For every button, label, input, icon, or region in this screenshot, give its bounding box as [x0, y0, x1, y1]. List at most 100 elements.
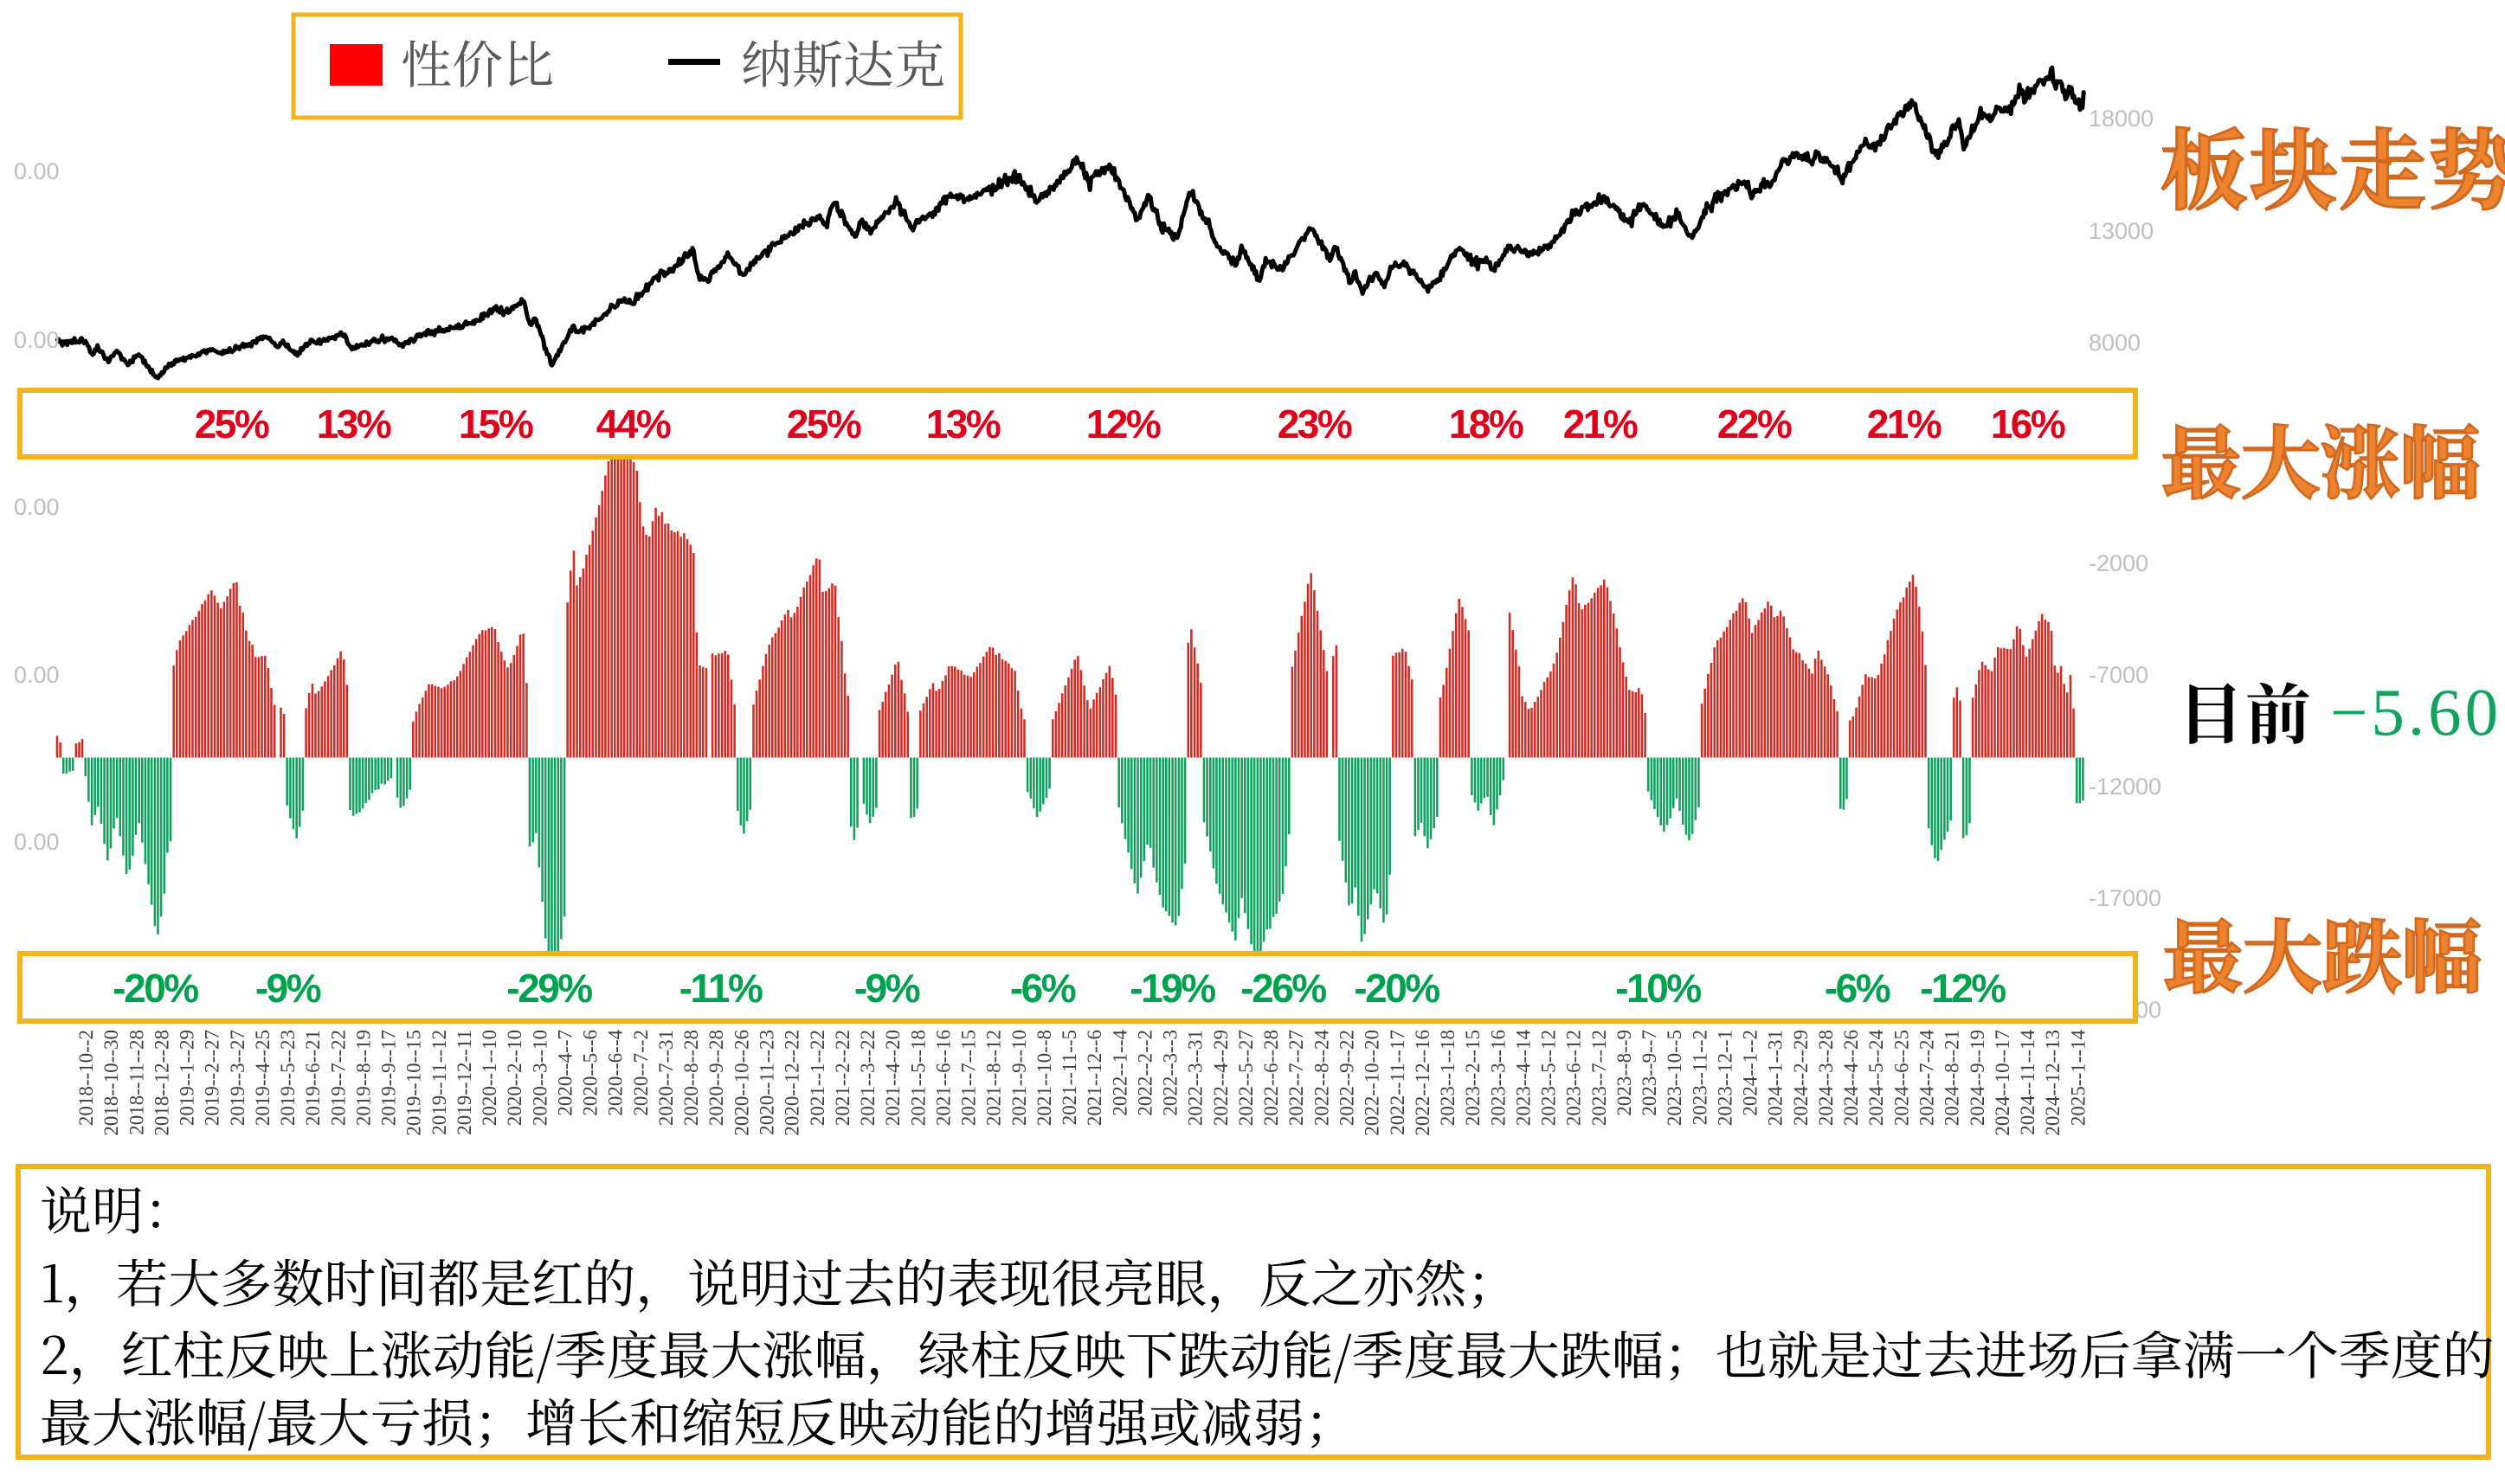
svg-text:2019--7--22: 2019--7--22 — [327, 1030, 349, 1126]
svg-text:23%: 23% — [1278, 402, 1352, 446]
svg-text:21%: 21% — [1867, 402, 1942, 446]
svg-text:2024--2--29: 2024--2--29 — [1790, 1030, 1812, 1126]
svg-text:8000: 8000 — [2089, 330, 2141, 356]
svg-text:12%: 12% — [1086, 402, 1161, 446]
svg-text:2020--7--31: 2020--7--31 — [655, 1030, 677, 1126]
svg-text:2021--5--18: 2021--5--18 — [907, 1030, 929, 1126]
svg-text:2022--6--28: 2022--6--28 — [1260, 1030, 1282, 1126]
svg-text:2024--3--28: 2024--3--28 — [1815, 1030, 1837, 1126]
svg-text:2023--6--12: 2023--6--12 — [1563, 1030, 1585, 1126]
svg-text:2021--9--10: 2021--9--10 — [1008, 1030, 1030, 1126]
svg-text:2024--8--21: 2024--8--21 — [1942, 1030, 1963, 1126]
svg-text:18%: 18% — [1449, 402, 1523, 446]
svg-text:2019--6--21: 2019--6--21 — [302, 1030, 324, 1126]
svg-text:2024--10--17: 2024--10--17 — [1992, 1030, 2013, 1136]
svg-text:16%: 16% — [1991, 402, 2065, 446]
svg-text:2021--7--15: 2021--7--15 — [958, 1030, 980, 1126]
svg-text:-9%: -9% — [854, 966, 920, 1011]
svg-text:-7000: -7000 — [2089, 662, 2148, 688]
svg-text:2023--11--2: 2023--11--2 — [1689, 1030, 1710, 1125]
svg-text:0.00: 0.00 — [14, 494, 60, 520]
svg-text:2019--10--15: 2019--10--15 — [403, 1030, 425, 1136]
svg-text:2024--7--24: 2024--7--24 — [1916, 1030, 1938, 1127]
svg-text:2023--7--12: 2023--7--12 — [1588, 1030, 1610, 1126]
svg-text:2022--8--24: 2022--8--24 — [1310, 1030, 1332, 1127]
svg-text:2022--7--27: 2022--7--27 — [1285, 1030, 1307, 1126]
svg-text:2023--3--16: 2023--3--16 — [1487, 1030, 1509, 1126]
svg-text:-6%: -6% — [1010, 966, 1076, 1011]
svg-text:2018--10--30: 2018--10--30 — [100, 1030, 122, 1136]
svg-text:2021--10--8: 2021--10--8 — [1034, 1030, 1055, 1126]
svg-text:2018--11--28: 2018--11--28 — [126, 1030, 147, 1135]
svg-text:2024--9--19: 2024--9--19 — [1967, 1030, 1988, 1126]
svg-text:2019--11--12: 2019--11--12 — [428, 1030, 450, 1135]
svg-text:0.00: 0.00 — [14, 662, 60, 688]
svg-text:2022--1--4: 2022--1--4 — [1109, 1030, 1130, 1116]
svg-text:13000: 13000 — [2089, 218, 2154, 244]
svg-text:2021--3--22: 2021--3--22 — [857, 1030, 879, 1126]
svg-text:2022--2--2: 2022--2--2 — [1135, 1030, 1156, 1116]
svg-text:2023--5--12: 2023--5--12 — [1538, 1030, 1560, 1126]
svg-text:13%: 13% — [317, 402, 391, 446]
svg-text:2020--7--2: 2020--7--2 — [630, 1030, 652, 1116]
svg-text:2024--12--13: 2024--12--13 — [2042, 1030, 2064, 1136]
svg-text:2019--1--29: 2019--1--29 — [177, 1030, 198, 1126]
svg-text:22%: 22% — [1717, 402, 1792, 446]
svg-text:44%: 44% — [596, 402, 671, 446]
svg-text:21%: 21% — [1563, 402, 1638, 446]
svg-text:2020--4--7: 2020--4--7 — [555, 1030, 576, 1116]
svg-text:2024--11--14: 2024--11--14 — [2017, 1030, 2038, 1135]
svg-text:2020--3--10: 2020--3--10 — [529, 1030, 551, 1126]
svg-text:2021--8--12: 2021--8--12 — [983, 1030, 1005, 1126]
svg-text:2020--11--23: 2020--11--23 — [757, 1030, 778, 1135]
svg-text:25%: 25% — [195, 402, 269, 446]
svg-text:2021--4--20: 2021--4--20 — [882, 1030, 904, 1126]
svg-text:2022--4--29: 2022--4--29 — [1210, 1030, 1232, 1126]
svg-text:-9%: -9% — [255, 966, 321, 1011]
svg-text:2023--10--5: 2023--10--5 — [1664, 1030, 1685, 1126]
svg-text:2023--2--15: 2023--2--15 — [1462, 1030, 1484, 1126]
svg-text:0.00: 0.00 — [14, 327, 60, 353]
svg-text:2023--1--18: 2023--1--18 — [1437, 1030, 1459, 1126]
svg-text:2020--6--4: 2020--6--4 — [605, 1030, 627, 1116]
svg-text:18000: 18000 — [2089, 106, 2154, 132]
svg-text:2019--9--17: 2019--9--17 — [378, 1030, 400, 1126]
svg-text:2023--8--9: 2023--8--9 — [1613, 1030, 1635, 1116]
svg-text:2023--12--1: 2023--12--1 — [1715, 1030, 1736, 1126]
svg-text:-2000: -2000 — [2089, 550, 2148, 576]
svg-text:-20%: -20% — [1354, 966, 1439, 1011]
svg-text:2023--4--14: 2023--4--14 — [1512, 1030, 1534, 1127]
svg-text:−5.60: −5.60 — [2330, 675, 2502, 749]
svg-text:2022--3--31: 2022--3--31 — [1185, 1030, 1207, 1126]
svg-text:2019--12--11: 2019--12--11 — [454, 1030, 475, 1135]
svg-text:2024--1--2: 2024--1--2 — [1740, 1030, 1761, 1116]
svg-text:2019--5--23: 2019--5--23 — [277, 1030, 299, 1126]
svg-text:2020--8--28: 2020--8--28 — [680, 1030, 702, 1126]
svg-text:2019--2--27: 2019--2--27 — [202, 1030, 223, 1126]
svg-text:-20%: -20% — [113, 966, 198, 1011]
svg-text:-11%: -11% — [679, 966, 763, 1011]
svg-text:2022--3--3: 2022--3--3 — [1160, 1030, 1182, 1116]
svg-text:2020--12--22: 2020--12--22 — [782, 1030, 803, 1136]
svg-text:2025--1--14: 2025--1--14 — [2067, 1030, 2089, 1127]
svg-text:-29%: -29% — [506, 966, 592, 1011]
svg-text:25%: 25% — [787, 402, 861, 446]
svg-text:2021--11--5: 2021--11--5 — [1059, 1030, 1080, 1125]
svg-text:15%: 15% — [459, 402, 533, 446]
svg-text:2022--9--22: 2022--9--22 — [1336, 1030, 1358, 1126]
svg-text:2024--1--31: 2024--1--31 — [1765, 1030, 1787, 1126]
svg-text:2021--12--6: 2021--12--6 — [1084, 1030, 1105, 1126]
svg-text:13%: 13% — [926, 402, 1001, 446]
svg-text:2020--1--10: 2020--1--10 — [479, 1030, 500, 1126]
svg-text:2019--8--19: 2019--8--19 — [352, 1030, 374, 1126]
svg-text:-6%: -6% — [1825, 966, 1890, 1011]
svg-text:0.00: 0.00 — [14, 829, 60, 855]
svg-text:2022--10--20: 2022--10--20 — [1362, 1030, 1383, 1136]
svg-text:2021--2--22: 2021--2--22 — [832, 1030, 853, 1126]
svg-text:2022--5--27: 2022--5--27 — [1235, 1030, 1257, 1126]
svg-text:2021--1--22: 2021--1--22 — [807, 1030, 828, 1126]
svg-text:2020--2--10: 2020--2--10 — [504, 1030, 525, 1126]
svg-text:2018--10--2: 2018--10--2 — [75, 1030, 97, 1126]
svg-text:2020--5--6: 2020--5--6 — [580, 1030, 602, 1116]
svg-text:-12000: -12000 — [2089, 774, 2161, 800]
